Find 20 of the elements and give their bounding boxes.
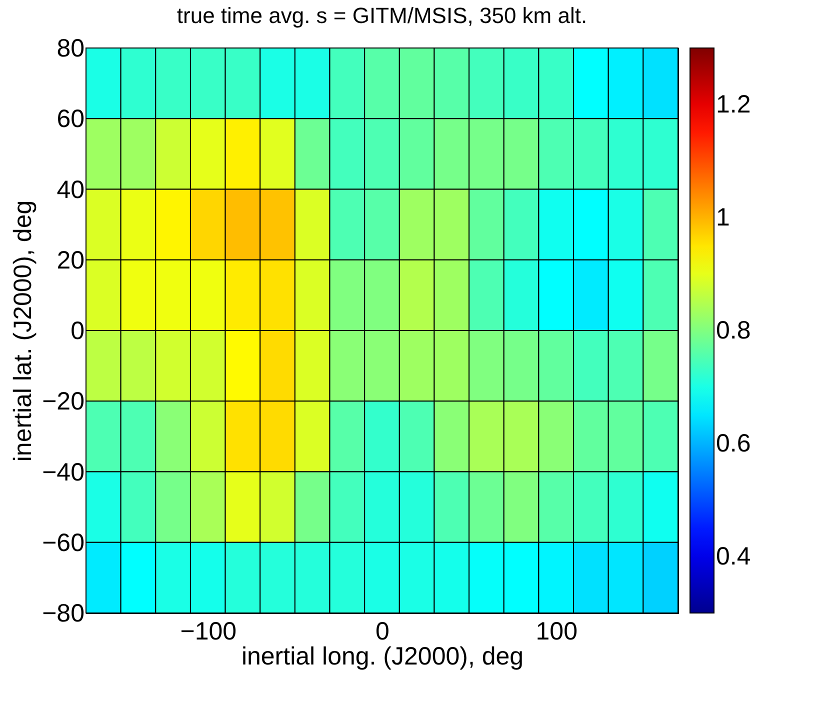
x-tick-label: 100 — [536, 618, 578, 646]
y-tick-label: −60 — [42, 528, 84, 557]
y-axis-title: inertial lat. (J2000), deg — [9, 200, 38, 462]
chart-title: true time avg. s = GITM/MSIS, 350 km alt. — [176, 3, 588, 28]
y-tick-label: 80 — [56, 34, 84, 62]
x-axis-title: inertial long. (J2000), deg — [241, 642, 524, 670]
y-tick-label: 60 — [56, 105, 84, 134]
y-tick-label: −40 — [42, 458, 84, 486]
color-bar-label: 0.4 — [716, 542, 751, 570]
y-tick-label: 40 — [56, 176, 84, 204]
y-tick-label: −20 — [42, 388, 84, 416]
x-tick-label: 0 — [376, 618, 390, 646]
x-tick-label: −100 — [180, 618, 237, 646]
y-tick-label: −80 — [42, 600, 84, 628]
y-tick-label: 20 — [56, 246, 84, 274]
color-bar-label: 1 — [716, 204, 730, 232]
color-bar-label: 1.2 — [716, 90, 751, 118]
color-bar-label: 0.8 — [716, 316, 751, 344]
y-tick-label: 0 — [70, 317, 84, 345]
color-bar-label: 0.6 — [716, 430, 751, 458]
